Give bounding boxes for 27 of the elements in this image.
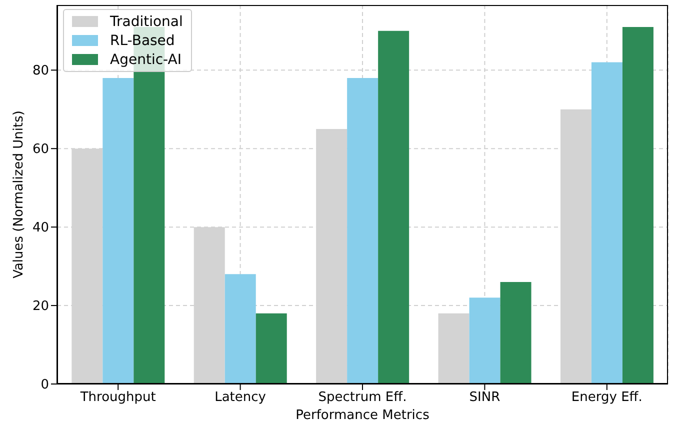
x-tick-label: Latency (214, 390, 266, 406)
y-tick-label: 20 (32, 299, 49, 314)
bar (256, 313, 287, 384)
y-tick-label: 60 (32, 142, 49, 158)
x-tick-label: Spectrum Eff. (318, 390, 407, 406)
y-tick-label: 40 (32, 220, 49, 236)
bar (347, 78, 378, 384)
bar (622, 26, 654, 384)
x-tick-label: SINR (469, 390, 500, 406)
y-tick-label: 0 (40, 378, 49, 393)
y-tick-label: 80 (32, 64, 49, 79)
bar (591, 62, 622, 384)
bar (469, 298, 500, 384)
bar (560, 109, 592, 384)
bar (102, 78, 134, 384)
y-axis-title: Values (Normalized Units) (12, 110, 27, 278)
legend-label: Traditional (110, 14, 183, 30)
bar (500, 282, 532, 384)
x-tick-label: Throughput (79, 390, 156, 406)
bar (438, 313, 470, 384)
legend-label: Agentic-AI (110, 52, 182, 68)
bar (378, 30, 410, 384)
x-axis-title: Performance Metrics (296, 408, 430, 423)
bar (316, 128, 348, 384)
bar (224, 274, 256, 384)
x-tick-label: Energy Eff. (571, 390, 642, 406)
legend-label: RL-Based (110, 32, 175, 48)
